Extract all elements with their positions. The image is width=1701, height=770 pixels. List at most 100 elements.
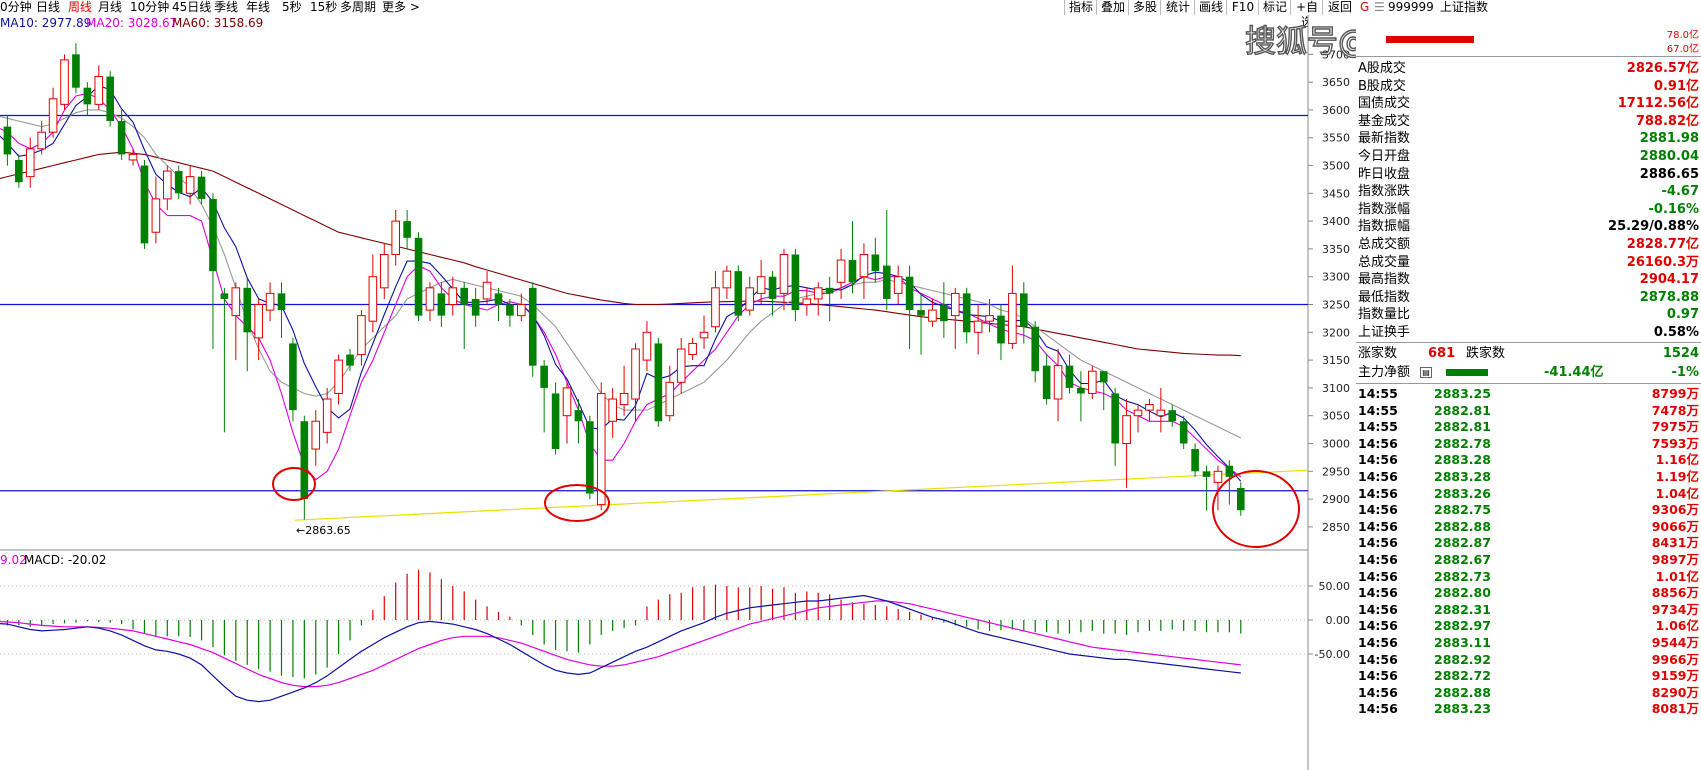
tool-button[interactable]: 标记 bbox=[1258, 0, 1291, 15]
y-tick-label: 3500 bbox=[1322, 160, 1350, 173]
macd-y-tick-label: 0.00 bbox=[1326, 614, 1351, 627]
tick-volume: 7478万 bbox=[1651, 402, 1699, 418]
candle-body bbox=[825, 287, 834, 294]
period-tab[interactable]: 45日线 bbox=[172, 0, 212, 14]
candle-body bbox=[1191, 449, 1199, 472]
tick-volume: 9159万 bbox=[1651, 668, 1699, 684]
mini-value-1: 78.0亿 bbox=[1666, 30, 1699, 41]
tick-volume: 9734万 bbox=[1651, 601, 1699, 617]
tool-button[interactable]: +自选 bbox=[1290, 0, 1323, 29]
period-tab[interactable]: 季线 bbox=[214, 0, 239, 14]
stat-label: 国债成交 bbox=[1358, 96, 1411, 112]
axis-bg bbox=[1308, 15, 1356, 770]
tick-price: 2882.78 bbox=[1434, 435, 1491, 451]
candle-body bbox=[551, 393, 560, 450]
tick-volume: 7593万 bbox=[1651, 435, 1699, 451]
period-toolbar: 0分钟 日线 周线 月线 10分钟 45日线 季线 年线 5秒 15秒 多周期 更多 > 指标 叠加 多股统… bbox=[0, 0, 1357, 29]
y-tick-label: 3700 bbox=[1322, 48, 1350, 61]
candle-body bbox=[94, 76, 104, 105]
tool-button[interactable]: 多股 bbox=[1128, 0, 1161, 15]
candle-body bbox=[151, 198, 161, 233]
tick-price: 2883.25 bbox=[1434, 386, 1491, 401]
candle-body bbox=[311, 420, 321, 450]
candle-body bbox=[471, 298, 480, 316]
period-tab[interactable]: 0分钟 bbox=[0, 0, 32, 14]
candle-body bbox=[60, 59, 69, 105]
tick-time: 14:56 bbox=[1358, 585, 1398, 601]
period-tab[interactable]: 日线 bbox=[36, 0, 61, 14]
candle-body bbox=[1077, 387, 1085, 394]
period-tab[interactable]: 15秒 bbox=[310, 0, 338, 14]
candle-body bbox=[368, 276, 378, 322]
period-tab[interactable]: 多周期 bbox=[340, 0, 377, 14]
tick-volume: 8856万 bbox=[1651, 585, 1699, 601]
y-tick-label: 2850 bbox=[1322, 521, 1350, 534]
trend-line bbox=[294, 469, 1309, 521]
tick-time: 14:56 bbox=[1358, 535, 1398, 551]
tick-price: 2882.73 bbox=[1434, 568, 1491, 584]
tool-button[interactable]: 统计 bbox=[1160, 0, 1195, 15]
chart-grid bbox=[0, 15, 1356, 770]
table-icon[interactable]: ▤ bbox=[1420, 367, 1432, 378]
period-tab[interactable]: 周线 bbox=[68, 0, 93, 14]
candle-body bbox=[893, 276, 903, 294]
main-flow-value: -41.44亿 bbox=[1544, 365, 1604, 380]
y-tick-label: 3550 bbox=[1322, 132, 1350, 145]
tool-button[interactable]: 叠加 bbox=[1096, 0, 1129, 15]
stat-value: 0.97 bbox=[1666, 307, 1699, 323]
period-tab[interactable]: 5秒 bbox=[282, 0, 302, 14]
tool-button[interactable]: 返回 bbox=[1322, 0, 1357, 15]
breadth-row: 涨家数 681 跌家数 1524 bbox=[1356, 345, 1701, 363]
candle-body bbox=[1008, 292, 1017, 344]
candle-body bbox=[711, 287, 720, 328]
ma5-line bbox=[0, 84, 1242, 482]
tick-price: 2882.97 bbox=[1434, 618, 1491, 634]
period-tab[interactable]: 10分钟 bbox=[130, 0, 170, 14]
candle-body bbox=[665, 381, 675, 417]
stat-value: 788.82亿 bbox=[1635, 113, 1699, 129]
candle-body bbox=[813, 287, 823, 300]
period-tab[interactable]: 更多 > bbox=[382, 0, 420, 14]
candle-body bbox=[209, 198, 217, 272]
candle-body bbox=[973, 320, 983, 333]
stat-label: 总成交额 bbox=[1358, 237, 1411, 252]
ma10-line bbox=[0, 92, 1242, 481]
candle-body bbox=[859, 253, 869, 278]
mini-value-2: 67.0亿 bbox=[1666, 44, 1699, 55]
stock-code: 999999 bbox=[1388, 0, 1434, 14]
tick-price: 2882.81 bbox=[1434, 402, 1491, 418]
candle-body bbox=[494, 293, 503, 305]
tool-button[interactable]: 画线 bbox=[1194, 0, 1227, 15]
candle-body bbox=[300, 421, 309, 500]
candle-body bbox=[882, 265, 891, 299]
candle-body bbox=[346, 354, 354, 366]
stat-value: 2881.98 bbox=[1639, 131, 1699, 147]
period-tab[interactable]: 月线 bbox=[98, 0, 123, 14]
menu-icon[interactable]: ☰ bbox=[1374, 0, 1385, 14]
tick-time: 14:56 bbox=[1358, 435, 1398, 451]
candle-body bbox=[654, 343, 663, 422]
stat-label: 上证换手 bbox=[1358, 325, 1411, 340]
stat-value: 0.91亿 bbox=[1653, 78, 1699, 94]
tick-volume: 1.06亿 bbox=[1655, 618, 1699, 634]
tool-button[interactable]: 指标 bbox=[1064, 0, 1097, 15]
stat-value: -0.16% bbox=[1648, 201, 1700, 217]
candle-body bbox=[802, 298, 812, 306]
candle-body bbox=[917, 310, 925, 316]
candle-body bbox=[905, 276, 914, 311]
tick-price: 2882.81 bbox=[1434, 419, 1491, 435]
stat-value: 25.29/0.88% bbox=[1608, 219, 1699, 235]
y-tick-label: 3600 bbox=[1322, 104, 1350, 117]
tick-volume: 1.16亿 bbox=[1655, 452, 1699, 468]
y-tick-label: 2900 bbox=[1322, 493, 1350, 506]
period-tab[interactable]: 年线 bbox=[246, 0, 271, 14]
candle-body bbox=[140, 165, 149, 244]
tool-button[interactable]: F10 bbox=[1226, 0, 1259, 15]
kline-chart[interactable]: 3700 3650 3600 3550 3500 3450 3400 3350 3300 3250… bbox=[0, 15, 1356, 770]
tick-price: 2882.88 bbox=[1434, 518, 1491, 534]
candle-body bbox=[482, 281, 492, 300]
candle-body bbox=[403, 221, 411, 238]
candle-body bbox=[1111, 393, 1119, 444]
stat-label: 最低指数 bbox=[1358, 289, 1411, 305]
stat-value: 2886.65 bbox=[1639, 166, 1699, 182]
